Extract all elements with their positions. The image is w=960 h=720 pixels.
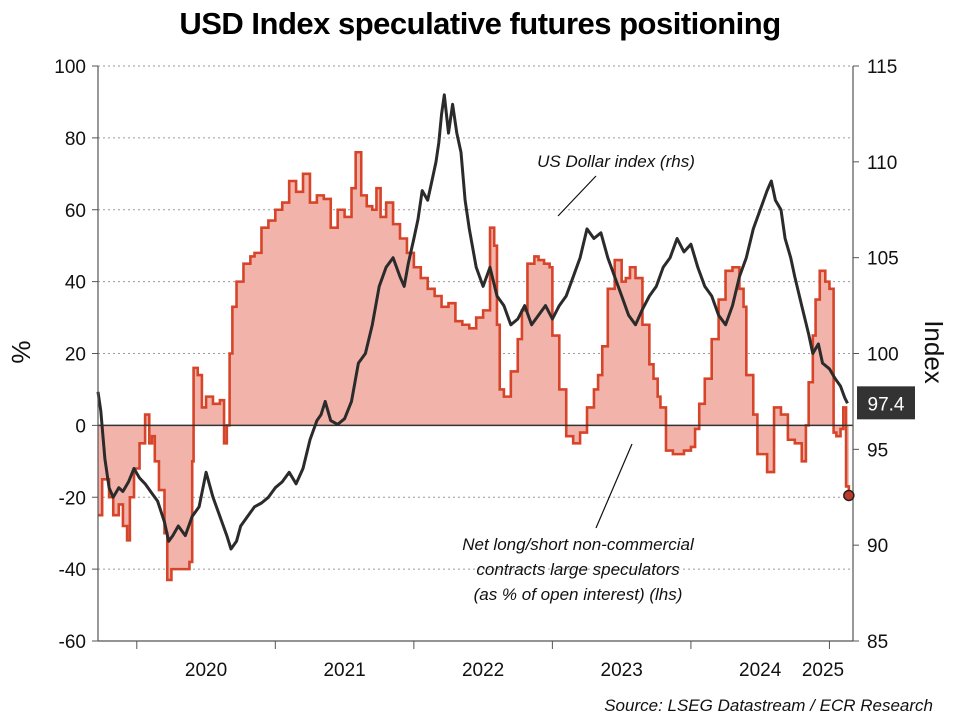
y-tick-label-left: 20 — [65, 345, 86, 366]
y-tick-label-right: 90 — [867, 536, 888, 557]
tick-labels: 100 80 60 40 20 0 -20 -40 -60 115 110 105 100 95 90 85 2… — [54, 57, 898, 681]
positioning-line — [98, 150, 851, 582]
y-tick-label-left: -60 — [59, 632, 86, 653]
right-axis-label: Index — [919, 320, 949, 384]
usd-index-annotation: US Dollar index (rhs) — [537, 152, 695, 171]
y-tick-label-left: -20 — [59, 488, 86, 509]
series-lines-layer — [96, 93, 853, 582]
positioning-annotation-line: Net long/short non-commercial — [462, 535, 695, 554]
y-tick-label-left: 60 — [65, 201, 86, 222]
y-tick-label-left: 80 — [65, 129, 86, 150]
y-tick-label-left: 100 — [54, 57, 86, 78]
positioning-annotation-line: (as % of open interest) (lhs) — [474, 585, 683, 604]
y-tick-label-left: 0 — [75, 416, 86, 437]
positioning-leader — [595, 443, 633, 529]
y-tick-label-right: 100 — [867, 345, 899, 366]
x-tick-label: 2023 — [601, 660, 643, 681]
positioning-annotation-line: contracts large speculators — [476, 560, 680, 579]
x-tick-label: 2022 — [462, 660, 504, 681]
y-tick-label-left: -40 — [59, 560, 86, 581]
positioning-area — [98, 152, 849, 580]
usd-index-leader — [557, 175, 597, 217]
positioning-area-layer — [98, 152, 849, 580]
y-tick-label-right: 95 — [867, 440, 888, 461]
x-tick-label: 2020 — [185, 660, 227, 681]
x-tick-label: 2024 — [739, 660, 782, 681]
x-tick-label: 2025 — [802, 660, 844, 681]
x-tick-label: 2021 — [323, 660, 365, 681]
y-tick-label-right: 110 — [867, 153, 897, 174]
left-axis-label: % — [6, 340, 36, 363]
chart-title: USD Index speculative futures positionin… — [179, 6, 780, 41]
y-tick-label-right: 115 — [867, 57, 897, 78]
usd-index-line — [96, 93, 849, 551]
last-position-marker — [843, 489, 855, 502]
y-tick-label-right: 105 — [867, 249, 899, 270]
last-value-badge-background — [857, 386, 915, 420]
source-note: Source: LSEG Datastream / ECR Research — [604, 696, 933, 715]
annotations: US Dollar index (rhs) Net long/short non-… — [462, 152, 695, 604]
last-value-badge: 97.4 — [857, 386, 915, 420]
y-tick-label-right: 85 — [867, 632, 888, 653]
last-value-badge-label: 97.4 — [868, 394, 905, 415]
y-tick-label-left: 40 — [65, 273, 86, 294]
